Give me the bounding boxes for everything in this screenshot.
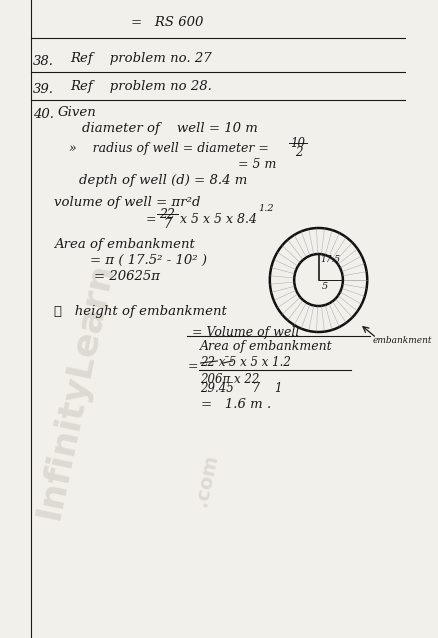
Text: ∴   height of embankment: ∴ height of embankment (54, 305, 227, 318)
Text: 1.2: 1.2 (258, 204, 274, 213)
Text: 17.5: 17.5 (320, 255, 340, 264)
Text: Ref    problem no. 27: Ref problem no. 27 (70, 52, 212, 65)
Text: =: = (145, 213, 155, 226)
Text: =   1.6 m .: = 1.6 m . (201, 398, 271, 411)
Text: 206π x 22: 206π x 22 (200, 373, 259, 386)
Text: 40.: 40. (33, 108, 54, 121)
Text: =   RS 600: = RS 600 (131, 16, 203, 29)
Text: .com: .com (191, 452, 220, 508)
Text: 38.: 38. (33, 55, 54, 68)
Text: 5: 5 (321, 282, 328, 291)
Text: = 20625π: = 20625π (93, 270, 159, 283)
Text: 7: 7 (162, 218, 171, 231)
Text: = Volume of well: = Volume of well (191, 326, 299, 339)
Text: 10: 10 (290, 137, 305, 150)
Text: Area of embankment: Area of embankment (199, 340, 332, 353)
Text: Ref    problem no 28.: Ref problem no 28. (70, 80, 212, 93)
Text: »    radius of well = diameter =: » radius of well = diameter = (69, 142, 268, 155)
Text: volume of well = πr²d: volume of well = πr²d (54, 196, 200, 209)
Text: depth of well (d) = 8.4 m: depth of well (d) = 8.4 m (78, 174, 247, 187)
Text: 39.: 39. (33, 83, 54, 96)
Text: =: = (187, 360, 198, 373)
Text: ¯5 x 5 x 1.2: ¯5 x 5 x 1.2 (223, 356, 290, 369)
Text: Given: Given (58, 106, 97, 119)
Text: Area of embankment: Area of embankment (54, 238, 195, 251)
Text: 29.45     7    1: 29.45 7 1 (200, 382, 283, 395)
Text: diameter of    well = 10 m: diameter of well = 10 m (82, 122, 258, 135)
Text: 22 x: 22 x (200, 356, 225, 369)
Text: embankment: embankment (372, 336, 431, 345)
Text: = 5 m: = 5 m (237, 158, 276, 171)
Text: 2: 2 (294, 146, 302, 159)
Text: InfinityLearn: InfinityLearn (31, 258, 119, 522)
Text: x 5 x 5 x 8.4: x 5 x 5 x 8.4 (180, 213, 256, 226)
Text: 22: 22 (159, 208, 175, 221)
Text: = π ( 17.5² - 10² ): = π ( 17.5² - 10² ) (90, 254, 206, 267)
